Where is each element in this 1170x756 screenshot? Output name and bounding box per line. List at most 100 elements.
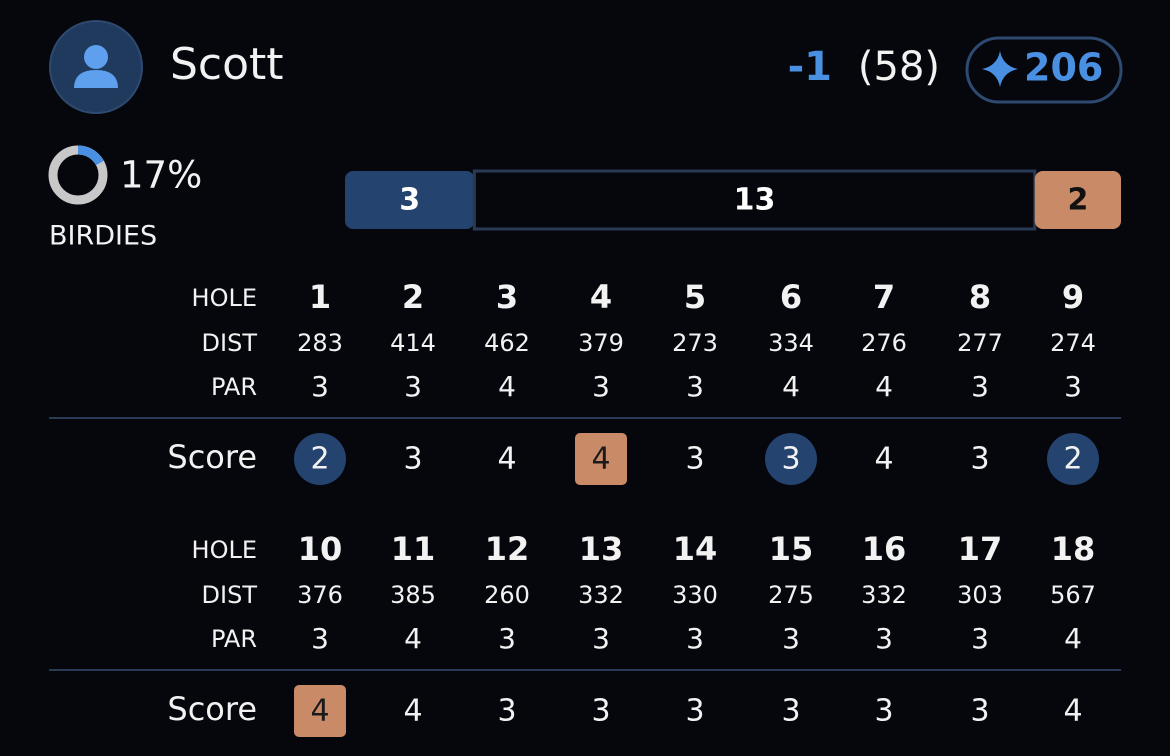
dist-value: 283	[297, 329, 343, 357]
avatar-head	[84, 45, 108, 69]
points-star	[982, 51, 1018, 87]
score-value: 3	[970, 694, 989, 729]
score-value: 4	[497, 442, 516, 477]
score-label: Score	[167, 690, 257, 728]
dist-value: 379	[578, 329, 624, 357]
dist-value: 567	[1050, 581, 1096, 609]
dist-value: 275	[768, 581, 814, 609]
bar-count: 2	[1067, 183, 1088, 218]
dist-value: 273	[672, 329, 718, 357]
dist-value: 260	[484, 581, 530, 609]
par-value: 3	[686, 370, 704, 403]
par-value: 3	[311, 370, 329, 403]
dist-value: 330	[672, 581, 718, 609]
score-value: 3	[403, 442, 422, 477]
avatar-body	[74, 70, 118, 88]
score-value: 3	[970, 442, 989, 477]
birdie-marker	[765, 433, 817, 485]
birdie-percent: 17%	[120, 154, 202, 197]
points: 206	[1024, 46, 1103, 90]
dist-value: 276	[861, 329, 907, 357]
score-value: 3	[781, 442, 800, 477]
par-value: 3	[971, 370, 989, 403]
par-value: 3	[1064, 370, 1082, 403]
hole-value: 11	[391, 530, 436, 568]
score-value: 4	[591, 442, 610, 477]
dist-value: 277	[957, 329, 1003, 357]
to-par: -1	[788, 44, 832, 90]
hole-value: 9	[1062, 278, 1084, 316]
par-value: 3	[971, 622, 989, 655]
hole-value: 16	[862, 530, 907, 568]
par-value: 3	[592, 622, 610, 655]
par-value: 3	[686, 622, 704, 655]
hole-value: 7	[873, 278, 895, 316]
par-label: PAR	[211, 373, 257, 401]
birdie-title: BIRDIES	[49, 221, 157, 252]
hole-value: 12	[485, 530, 530, 568]
bar-segment	[472, 169, 1037, 231]
score-value: 3	[874, 694, 893, 729]
par-value: 3	[782, 622, 800, 655]
score-value: 2	[1063, 442, 1082, 477]
hole-value: 2	[402, 278, 424, 316]
par-label: PAR	[211, 625, 257, 653]
par-value: 3	[311, 622, 329, 655]
score-value: 4	[310, 694, 329, 729]
birdie-marker	[294, 433, 346, 485]
par-value: 4	[498, 370, 516, 403]
score-value: 3	[591, 694, 610, 729]
dist-value: 303	[957, 581, 1003, 609]
bar-count: 13	[734, 183, 776, 218]
hole-label: HOLE	[192, 284, 257, 312]
par-value: 3	[404, 370, 422, 403]
dist-value: 376	[297, 581, 343, 609]
par-value: 4	[782, 370, 800, 403]
bar-segment	[1034, 171, 1121, 229]
dist-value: 334	[768, 329, 814, 357]
dist-value: 414	[390, 329, 436, 357]
hole-value: 1	[309, 278, 331, 316]
bogey-marker	[575, 433, 627, 485]
hole-value: 18	[1051, 530, 1096, 568]
dist-label: DIST	[202, 329, 258, 357]
player-name: Scott	[170, 39, 284, 90]
hole-value: 10	[298, 530, 343, 568]
hole-value: 14	[673, 530, 718, 568]
donut-arc	[48, 145, 108, 205]
total-strokes: (58)	[858, 44, 940, 90]
score-value: 4	[1063, 694, 1082, 729]
birdie-marker	[1047, 433, 1099, 485]
score-value: 3	[497, 694, 516, 729]
hole-value: 4	[590, 278, 612, 316]
score-label: Score	[167, 438, 257, 476]
dist-value: 385	[390, 581, 436, 609]
dist-value: 274	[1050, 329, 1096, 357]
score-value: 3	[685, 694, 704, 729]
score-value: 3	[781, 694, 800, 729]
par-value: 3	[875, 622, 893, 655]
score-value: 4	[874, 442, 893, 477]
hole-value: 17	[958, 530, 1003, 568]
hole-label: HOLE	[192, 536, 257, 564]
score-value: 2	[310, 442, 329, 477]
par-value: 3	[592, 370, 610, 403]
bogey-marker	[294, 685, 346, 737]
hole-value: 15	[769, 530, 814, 568]
par-value: 4	[404, 622, 422, 655]
par-value: 3	[498, 622, 516, 655]
hole-value: 3	[496, 278, 518, 316]
bar-count: 3	[399, 183, 420, 218]
points-pill[interactable]	[965, 36, 1123, 104]
dist-label: DIST	[202, 581, 258, 609]
hole-value: 8	[969, 278, 991, 316]
hole-value: 5	[684, 278, 706, 316]
bar-segment	[345, 171, 475, 229]
hole-value: 6	[780, 278, 802, 316]
score-value: 3	[685, 442, 704, 477]
dist-value: 332	[578, 581, 624, 609]
par-value: 4	[875, 370, 893, 403]
hole-value: 13	[579, 530, 624, 568]
